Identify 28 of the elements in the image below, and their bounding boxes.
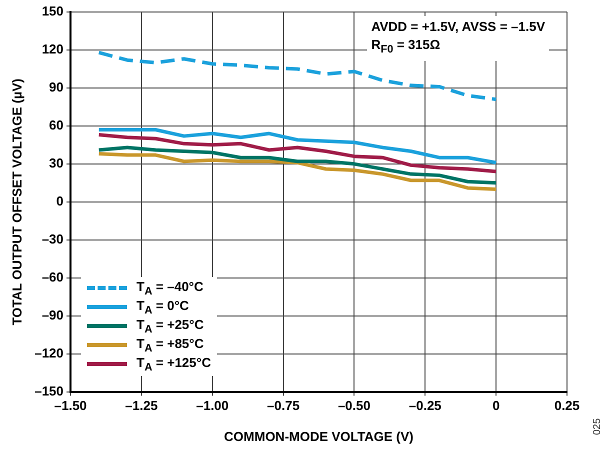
legend-label: T$_{A}$ = +125°C (136, 355, 211, 374)
y-tick-label: 60 (49, 118, 64, 133)
text: 025 (592, 418, 603, 435)
x-tick-label: –0.75 (267, 398, 300, 414)
annotation: AVDD = +1.5V, AVSS = –1.5V R$_{F0}$ = 315Ω (367, 16, 549, 61)
x-tick-label: –1.00 (196, 398, 229, 414)
x-tick-label: –1.25 (125, 398, 158, 414)
x-tick-label: –0.50 (338, 398, 370, 414)
y-tick-label: 0 (56, 193, 64, 208)
y-tick-label: 120 (42, 42, 64, 57)
y-tick-label: 150 (42, 4, 64, 19)
legend-label: T$_{A}$ = +25°C (136, 317, 204, 336)
y-tick-label: –30 (42, 231, 64, 246)
y-tick-label: –120 (34, 345, 64, 360)
x-tick-label: –0.25 (408, 398, 442, 414)
x-tick-label: 0.25 (554, 398, 580, 414)
y-tick-label: –150 (34, 383, 64, 398)
y-axis-title: TOTAL OUTPUT OFFSET VOLTAGE (µV) (9, 78, 24, 326)
x-axis-title: COMMON-MODE VOLTAGE (V) (224, 428, 414, 444)
y-tick-label: 90 (49, 80, 64, 95)
x-tick-label: –1.50 (54, 398, 87, 414)
legend-label: T$_{A}$ = +85°C (136, 336, 204, 355)
y-tick-label: –90 (42, 307, 64, 322)
legend-label: T$_{A}$ = 0°C (136, 298, 189, 317)
legend-label: T$_{A}$ = –40°C (136, 279, 204, 298)
x-tick-label: 0 (492, 398, 500, 414)
y-tick-label: –60 (42, 269, 64, 284)
y-tick-label: 30 (49, 156, 64, 170)
